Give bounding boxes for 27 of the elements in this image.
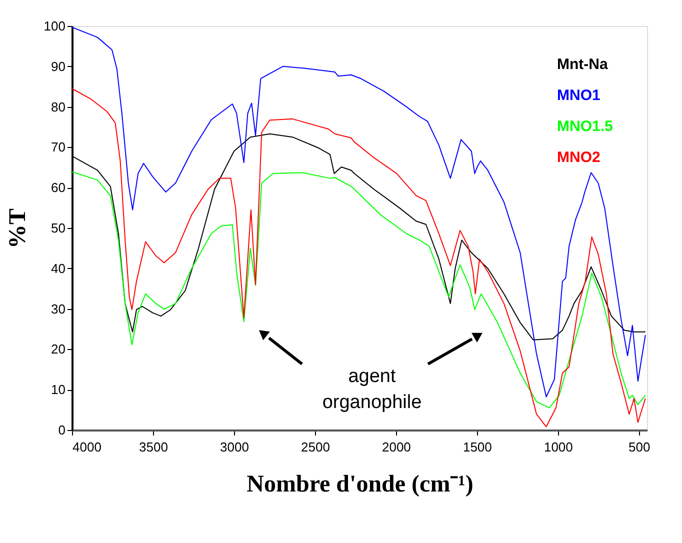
y-axis-title: %T: [4, 208, 31, 249]
text: Mnt-Na: [557, 56, 608, 73]
line-series: [72, 88, 646, 428]
y-tick-label: 90: [51, 58, 66, 74]
y-tick-label: 30: [51, 301, 66, 316]
x-tick-label: 2000: [382, 440, 411, 454]
y-tick-label: 20: [51, 342, 66, 357]
x-tick-label: 500: [628, 440, 650, 454]
y-tick-label: 100: [44, 18, 66, 34]
text: MNO1: [557, 87, 600, 104]
annotation: agent organophile: [322, 366, 422, 413]
y-tick-label: 60: [51, 180, 66, 196]
x-tick-label: 2500: [300, 440, 330, 454]
x-tick-label: 3000: [220, 440, 249, 454]
x-tick-label: 3500: [139, 440, 168, 454]
text: MNO2: [557, 149, 600, 166]
y-tick-label: 10: [51, 382, 66, 398]
y-tick-label: 0: [58, 422, 66, 438]
x-tick-label: 1000: [544, 440, 573, 454]
y-tick-label: 80: [51, 99, 66, 114]
x-tick-label: 4000: [72, 440, 102, 454]
x-axis-title: Nombre d'onde (cm⁻¹): [246, 472, 474, 498]
y-tick-label: 70: [51, 140, 66, 155]
text: MNO1.5: [557, 118, 613, 135]
x-tick-label: 1500: [462, 440, 492, 454]
y-tick-label: 40: [51, 260, 66, 276]
y-tick-label: 50: [51, 220, 66, 236]
